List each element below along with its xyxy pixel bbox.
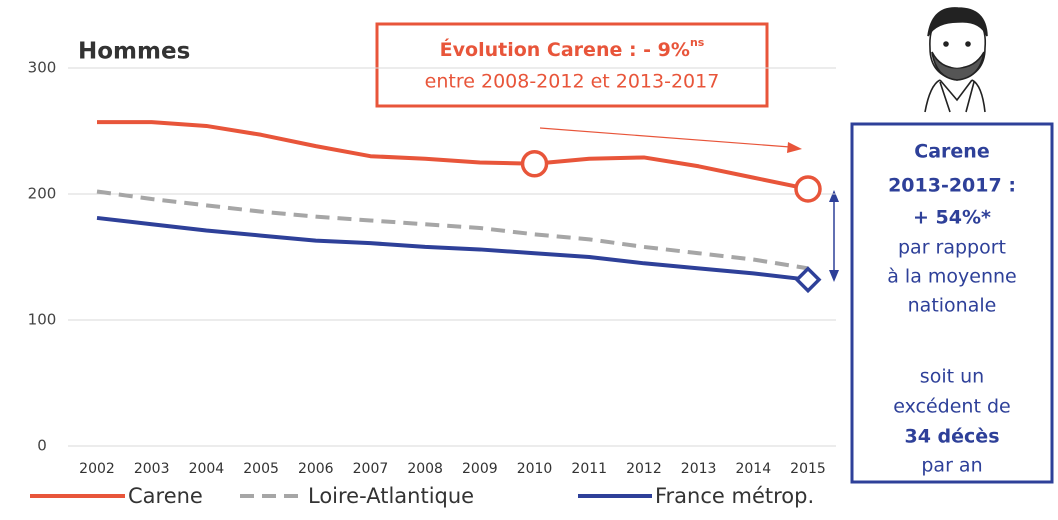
series-line	[97, 122, 808, 189]
person-icon	[925, 8, 987, 112]
annotation-text: entre 2008-2012 et 2013-2017	[425, 71, 720, 93]
legend-label: France métrop.	[655, 484, 814, 508]
annotation-title-text: Évolution Carene : - 9%	[440, 38, 690, 61]
highlight-marker	[797, 269, 819, 291]
x-tick-label: 2012	[626, 461, 662, 477]
chart: Hommes Évolution Carene : - 9%ns entre 2…	[0, 0, 1058, 516]
x-tick-label: 2007	[353, 461, 389, 477]
x-tick-label: 2015	[790, 461, 826, 477]
highlight-marker	[796, 177, 820, 201]
side-box-line: excédent de	[893, 396, 1010, 418]
y-tick-label: 0	[37, 437, 47, 455]
x-tick-label: 2010	[517, 461, 553, 477]
side-box-line: 2013-2017 :	[888, 175, 1016, 197]
x-tick-label: 2011	[571, 461, 607, 477]
x-tick-label: 2004	[189, 461, 225, 477]
x-tick-label: 2002	[79, 461, 115, 477]
x-tick-label: 2014	[735, 461, 771, 477]
y-tick-label: 300	[28, 59, 57, 77]
gap-arrow-head	[829, 190, 839, 202]
side-box-line: par an	[921, 455, 982, 477]
legend-label: Carene	[128, 484, 203, 508]
annotation-sup: ns	[690, 36, 705, 49]
legend-label: Loire-Atlantique	[308, 484, 474, 508]
trend-arrow	[540, 128, 790, 147]
annotation-title: Évolution Carene : - 9%ns	[440, 36, 705, 61]
side-box-line: + 54%*	[913, 207, 991, 229]
highlight-marker	[523, 152, 547, 176]
x-tick-label: 2003	[134, 461, 170, 477]
x-tick-label: 2005	[243, 461, 279, 477]
gap-arrow-head	[829, 270, 839, 282]
trend-arrow-head	[787, 142, 802, 153]
y-tick-label: 100	[28, 311, 57, 329]
x-tick-label: 2006	[298, 461, 334, 477]
side-box-line: nationale	[908, 295, 997, 317]
x-tick-label: 2013	[681, 461, 717, 477]
chart-title: Hommes	[78, 39, 190, 65]
side-box-line: 34 décès	[905, 426, 1000, 448]
side-box-line: Carene	[914, 141, 989, 163]
x-tick-label: 2009	[462, 461, 498, 477]
side-box-line: à la moyenne	[887, 266, 1016, 288]
x-tick-label: 2008	[407, 461, 443, 477]
annotation-box	[377, 24, 767, 106]
y-tick-label: 200	[28, 185, 57, 203]
side-box-line: soit un	[920, 366, 984, 388]
side-box-line: par rapport	[898, 237, 1006, 259]
